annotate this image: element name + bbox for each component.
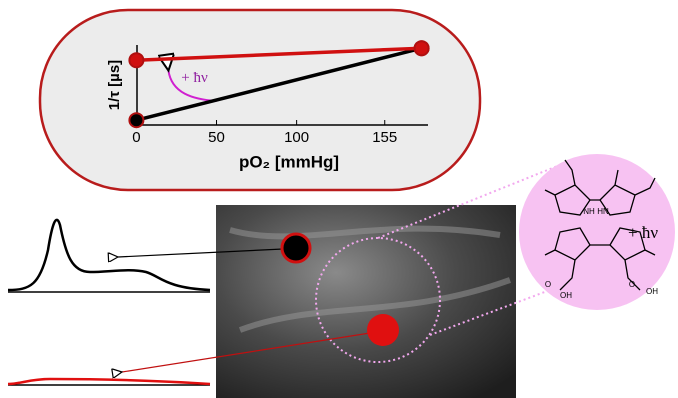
atom-label: NH <box>583 207 595 216</box>
y-axis-label: 1/τ [µs] <box>106 60 123 110</box>
x-axis-label: pO₂ [mmHg] <box>239 152 339 171</box>
probe-dot <box>282 234 310 262</box>
series-point <box>129 113 143 127</box>
x-tick-label: 155 <box>372 129 397 146</box>
series-point <box>129 53 143 67</box>
x-tick-label: 50 <box>208 129 225 146</box>
x-tick-label: 0 <box>132 129 140 146</box>
atom-label: OH <box>646 287 658 296</box>
atom-label: O <box>545 280 551 289</box>
chart-annotation: + ħν <box>181 70 208 86</box>
spectrum-curve <box>8 379 210 384</box>
molecule-annotation: + ħν <box>628 223 658 242</box>
spectra <box>8 220 210 385</box>
probe-dot <box>367 314 399 346</box>
atom-label: O <box>629 280 635 289</box>
x-tick-label: 100 <box>284 129 309 146</box>
spectrum-curve <box>8 220 210 290</box>
figure: 050100155pO₂ [mmHg]1/τ [µs]+ ħν NH HN O … <box>0 0 678 398</box>
series-point <box>415 41 429 55</box>
atom-label: OH <box>560 291 572 300</box>
atom-label: HN <box>597 207 609 216</box>
